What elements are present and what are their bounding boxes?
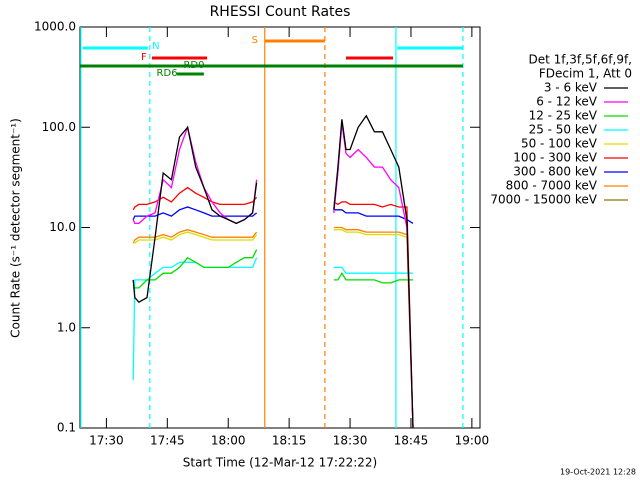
- legend-label: 3 - 6 keV: [544, 81, 598, 95]
- flag-label: S: [252, 35, 258, 46]
- legend-header: FDecim 1, Att 0: [539, 67, 632, 81]
- flag-label: N: [152, 41, 159, 52]
- series-line: [132, 226, 414, 429]
- flag-label: RD6: [157, 68, 178, 79]
- series-line: [132, 186, 414, 429]
- y-tick-label: 10.0: [49, 220, 76, 234]
- chart-title: RHESSI Count Rates: [210, 4, 351, 20]
- legend-label: 300 - 800 keV: [513, 165, 597, 179]
- legend-label: 50 - 100 keV: [521, 137, 598, 151]
- legend-label: 100 - 300 keV: [513, 151, 597, 165]
- legend-label: 6 - 12 keV: [536, 95, 598, 109]
- footer: 19-Oct-2021 12:28: [560, 468, 636, 477]
- y-axis-label: Count Rate (s⁻¹ detector segment⁻¹): [9, 118, 23, 338]
- x-tick-label: 17:30: [89, 434, 124, 448]
- series-line: [133, 249, 413, 289]
- x-tick-label: 18:45: [394, 434, 429, 448]
- x-tick-label: 18:30: [333, 434, 368, 448]
- y-tick-label: 1.0: [57, 320, 76, 334]
- series-line: [132, 114, 414, 429]
- x-tick-label: 19:00: [455, 434, 490, 448]
- legend-label: 800 - 7000 keV: [506, 179, 598, 193]
- series-line: [132, 257, 413, 381]
- legend-label: 7000 - 15000 keV: [490, 193, 597, 207]
- y-tick-label: 100.0: [42, 120, 76, 134]
- series-line: [133, 229, 414, 429]
- y-tick-label: 1000.0: [34, 20, 76, 34]
- legend-label: 25 - 50 keV: [529, 123, 598, 137]
- legend-header: Det 1f,3f,5f,6f,9f,: [528, 53, 632, 67]
- series-line: [132, 206, 414, 224]
- x-tick-label: 17:45: [150, 434, 185, 448]
- x-axis-label: Start Time (12-Mar-12 17:22:22): [183, 456, 377, 470]
- y-tick-label: 0.1: [57, 421, 76, 435]
- flag-label: F: [141, 52, 147, 63]
- x-tick-label: 18:15: [272, 434, 307, 448]
- flag-label: RD0: [183, 60, 204, 71]
- x-tick-label: 18:00: [211, 434, 246, 448]
- legend-label: 12 - 25 keV: [529, 109, 598, 123]
